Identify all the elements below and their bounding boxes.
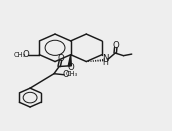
Text: O: O	[68, 63, 75, 72]
Text: CH₃: CH₃	[14, 52, 26, 58]
Text: O: O	[23, 50, 30, 59]
Text: N: N	[102, 54, 109, 63]
Text: O: O	[63, 70, 69, 79]
Text: CH₃: CH₃	[66, 71, 78, 77]
Polygon shape	[68, 55, 71, 66]
Text: O: O	[57, 54, 64, 63]
Text: O: O	[112, 41, 119, 50]
Text: H: H	[103, 58, 109, 67]
